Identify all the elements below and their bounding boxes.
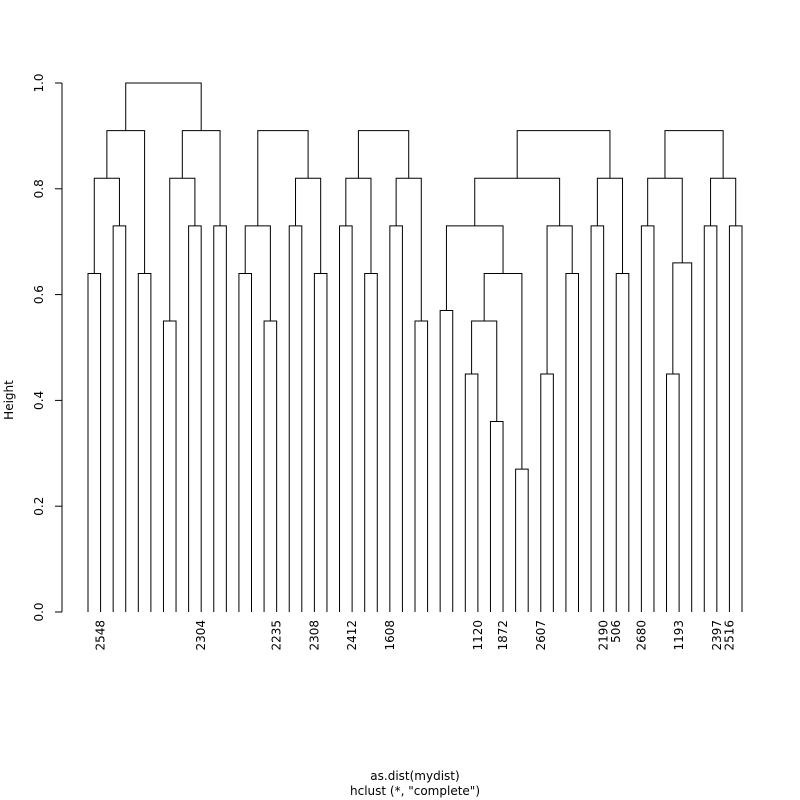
leaf-label: 2190: [597, 620, 611, 651]
branch: [540, 373, 554, 612]
branch: [489, 421, 504, 612]
branch: [515, 468, 529, 612]
branch: [445, 225, 504, 311]
branch: [357, 130, 410, 179]
branch: [647, 177, 683, 263]
branch: [565, 272, 579, 612]
y-tick-label: 0.6: [32, 285, 46, 304]
branch: [238, 272, 252, 612]
branch: [414, 320, 429, 612]
branch: [640, 225, 655, 612]
branch: [710, 177, 737, 226]
branch: [389, 225, 403, 612]
leaf-label: 2397: [710, 620, 724, 651]
branch: [728, 225, 743, 612]
branch: [474, 177, 561, 226]
leaf-label: 1120: [471, 620, 485, 651]
leaf-label: 2516: [722, 620, 736, 651]
leaf-label: 2548: [94, 620, 108, 651]
leaf-label: 2308: [307, 620, 321, 651]
branch: [672, 262, 693, 612]
leaf-label: 1872: [496, 620, 510, 651]
branch: [364, 272, 378, 612]
leaf-label: 506: [609, 620, 623, 643]
branch: [395, 177, 422, 322]
leaf-label: 2607: [534, 620, 548, 651]
branch: [213, 225, 227, 612]
branch: [439, 309, 454, 612]
branch: [112, 225, 127, 612]
branch: [464, 373, 479, 612]
y-tick-label: 1.0: [32, 73, 46, 92]
x-axis-label: as.dist(mydist): [370, 769, 459, 783]
subtitle: hclust (*, "complete"): [350, 784, 480, 798]
leaf-label: 2680: [634, 620, 648, 651]
y-tick-label: 0.0: [32, 602, 46, 621]
branch: [664, 130, 724, 179]
branch: [125, 82, 202, 131]
branch: [188, 225, 202, 612]
branch: [257, 130, 309, 226]
branch: [590, 225, 605, 612]
leaf-label: 1193: [672, 620, 686, 651]
branch: [288, 225, 303, 612]
branch: [666, 373, 680, 612]
branch: [87, 272, 102, 612]
branch: [162, 320, 177, 612]
branch: [169, 177, 196, 322]
branch: [471, 320, 498, 422]
leaf-label: 2304: [194, 620, 208, 651]
leaf-label: 2412: [345, 620, 359, 651]
branch: [703, 225, 718, 612]
y-tick-label: 0.2: [32, 497, 46, 516]
branch: [313, 272, 328, 612]
branch: [263, 320, 278, 612]
y-axis-label: Height: [2, 380, 16, 420]
branch: [339, 225, 353, 612]
branch: [516, 130, 611, 179]
branch: [615, 272, 630, 612]
leaf-label: 2235: [270, 620, 284, 651]
y-tick-label: 0.8: [32, 179, 46, 198]
y-tick-label: 0.4: [32, 391, 46, 410]
branch: [137, 272, 152, 612]
leaf-label: 1608: [383, 620, 397, 651]
branch: [546, 225, 573, 374]
